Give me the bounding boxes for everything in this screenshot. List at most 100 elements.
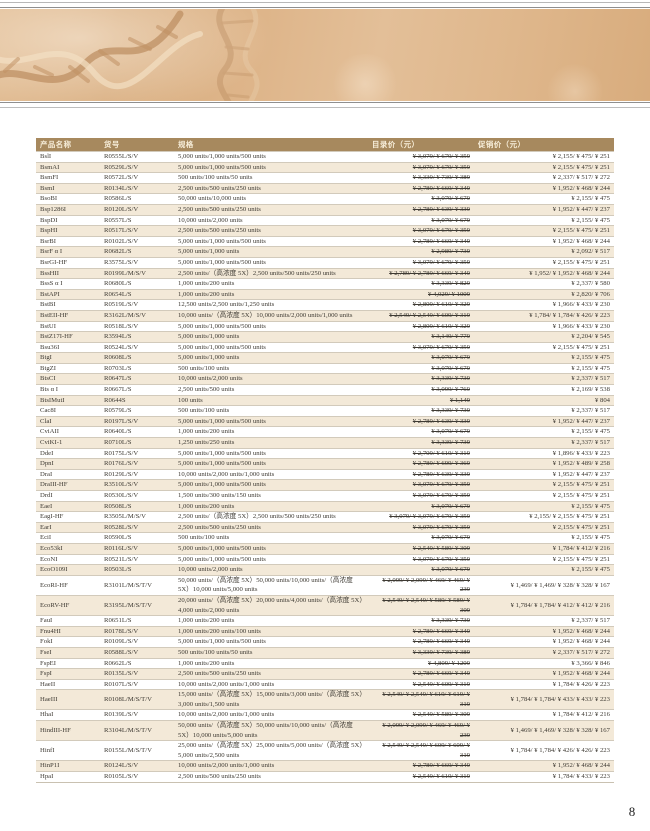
list-price-cell: ¥ 4,029/ ¥ 1009 <box>368 288 474 300</box>
header-catalog-number: 货号 <box>100 138 174 152</box>
product-name-cell: BstBI <box>36 299 100 311</box>
catalog-number-cell: R0199L/M/S/V <box>100 267 174 279</box>
catalog-number-cell: R0651L/S <box>100 615 174 627</box>
catalog-number-cell: R0135L/S/V <box>100 668 174 680</box>
list-price-cell: ¥ 3,079/ ¥ 679/ ¥ 359 <box>368 225 474 237</box>
spec-cell: 2,500 units/500 units/250 units <box>174 521 368 533</box>
price-list-section: 产品名称 货号 规格 目录价（元） 促销价（元） BslI R0555L/S/V 5… <box>36 138 614 783</box>
table-row: BsoBI R0586L/S 50,000 units/10,000 units ¥ … <box>36 193 614 205</box>
catalog-number-cell: R3594L/S <box>100 331 174 343</box>
promo-price-cell: ¥ 1,952/ ¥ 468/ ¥ 244 <box>474 235 614 247</box>
price-table-header: 产品名称 货号 规格 目录价（元） 促销价（元） <box>36 138 614 152</box>
catalog-number-cell: R0555L/S/V <box>100 151 174 163</box>
catalog-number-cell: R0586L/S <box>100 193 174 205</box>
product-name-cell: EcoNI <box>36 553 100 565</box>
header-spec: 规格 <box>174 138 368 152</box>
promo-price-cell: ¥ 2,155/ ¥ 475/ ¥ 251 <box>474 341 614 353</box>
promo-price-cell: ¥ 2,155/ ¥ 475/ ¥ 251 <box>474 256 614 269</box>
spec-cell: 5,000 units/1,000 units/500 units <box>174 320 368 332</box>
catalog-number-cell: R0107L/S/V <box>100 678 174 690</box>
table-row: BtgZI R0703L/S 500 units/100 units ¥ 3,079/… <box>36 362 614 374</box>
product-name-cell: HhaI <box>36 709 100 721</box>
catalog-number-cell: R0120L/S/V <box>100 203 174 216</box>
list-price-cell: ¥ 2,789/ ¥ 639/ ¥ 339 <box>368 203 474 216</box>
top-rule-outer <box>0 2 650 3</box>
product-name-cell: EagI-HF <box>36 511 100 523</box>
product-name-cell: ClaI <box>36 415 100 427</box>
product-name-cell: HaeIII <box>36 689 100 710</box>
product-name-cell: BssHII <box>36 267 100 279</box>
catalog-number-cell: R0710L/S <box>100 437 174 449</box>
list-price-cell: ¥ 2,789/ ¥ 669/ ¥ 349 <box>368 760 474 772</box>
list-price-cell: ¥ 2,789/ ¥ 2,789/ ¥ 669/ ¥ 349 <box>368 267 474 279</box>
promo-price-cell: ¥ 1,952/ ¥ 447/ ¥ 237 <box>474 415 614 427</box>
spec-cell: 5,000 units/1,000 units/500 units <box>174 542 368 555</box>
table-row: HinP1I R0124L/S/V 10,000 units/2,000 units… <box>36 760 614 772</box>
table-row: EcoRI-HF R3101L/M/S/T/V 50,000 units/（高浓度 … <box>36 574 614 596</box>
promo-price-cell: ¥ 1,952/ ¥ 468/ ¥ 244 <box>474 760 614 772</box>
spec-cell: 2,500 units/500 units/250 units <box>174 182 368 194</box>
product-name-cell: BstZ17I-HF <box>36 331 100 343</box>
list-price-cell: ¥ 1,149 <box>368 394 474 406</box>
list-price-cell: ¥ 3,079/ ¥ 679 <box>368 193 474 205</box>
catalog-number-cell: R0197L/S/V <box>100 415 174 427</box>
promo-price-cell: ¥ 2,820/ ¥ 706 <box>474 288 614 300</box>
list-price-cell: ¥ 2,789/ ¥ 669/ ¥ 349 <box>368 625 474 637</box>
catalog-number-cell: R0608L/S <box>100 352 174 364</box>
product-name-cell: BtgI <box>36 352 100 364</box>
list-price-cell: ¥ 2,549/ ¥ 589/ ¥ 309 <box>368 542 474 555</box>
product-name-cell: HindIII-HF <box>36 720 100 741</box>
list-price-cell: ¥ 3,079/ ¥ 679 <box>368 362 474 374</box>
table-row: BstUI R0518L/S/V 5,000 units/1,000 units/5… <box>36 320 614 332</box>
table-row: Fnu4HI R0178L/S/V 1,000 units/200 units/10… <box>36 625 614 637</box>
product-name-cell: BsoBI <box>36 193 100 205</box>
list-price-cell: ¥ 3,339/ ¥ 739 <box>368 405 474 417</box>
list-price-cell: ¥ 3,079/ ¥ 679/ ¥ 359 <box>368 521 474 533</box>
table-row: HinfI R0155L/M/S/T/V 25,000 units/（高浓度 5X）… <box>36 740 614 761</box>
spec-cell: 5,000 units/1,000 units/500 units <box>174 341 368 353</box>
catalog-number-cell: R3162L/M/S/V <box>100 309 174 321</box>
spec-cell: 10,000 units/2,000 units/1,000 units <box>174 760 368 772</box>
spec-cell: 5,000 units/1,000 units/500 units <box>174 458 368 470</box>
product-name-cell: HpaI <box>36 771 100 783</box>
list-price-cell: ¥ 2,099/ ¥ 2,099/ ¥ 469/ ¥ 469/ ¥ 239 <box>368 574 474 596</box>
list-price-cell: ¥ 2,789/ ¥ 699/ ¥ 369 <box>368 458 474 470</box>
product-name-cell: Bts α I <box>36 384 100 396</box>
product-name-cell: BtsIMutI <box>36 394 100 406</box>
product-name-cell: BsrGI-HF <box>36 256 100 269</box>
list-price-cell: ¥ 3,079/ ¥ 679 <box>368 214 474 226</box>
product-name-cell: BslI <box>36 151 100 163</box>
banner-bottom-rule-outer <box>0 107 650 108</box>
promo-price-cell: ¥ 2,155/ ¥ 475/ ¥ 251 <box>474 151 614 163</box>
product-name-cell: CviKI-1 <box>36 437 100 449</box>
spec-cell: 2,500 units/（高浓度 5X）2,500 units/500 unit… <box>174 267 368 279</box>
banner-bottom-rule-inner <box>0 102 650 103</box>
catalog-number-cell: R0175L/S/V <box>100 447 174 459</box>
catalog-number-cell: R0682L/S <box>100 246 174 258</box>
catalog-number-cell: R0654L/S <box>100 288 174 300</box>
product-name-cell: BspDI <box>36 214 100 226</box>
table-row: DdeI R0175L/S/V 5,000 units/1,000 units/50… <box>36 447 614 459</box>
price-table: 产品名称 货号 规格 目录价（元） 促销价（元） BslI R0555L/S/V 5… <box>36 138 614 783</box>
catalog-number-cell: R0176L/S/V <box>100 458 174 470</box>
list-price-cell: ¥ 3,079/ ¥ 3,079/ ¥ 679/ ¥ 359 <box>368 511 474 523</box>
spec-cell: 12,500 units/2,500 units/1,250 units <box>174 299 368 311</box>
catalog-number-cell: R0109L/S/V <box>100 636 174 648</box>
spec-cell: 5,000 units/1,000 units <box>174 246 368 258</box>
product-name-cell: Bsu36I <box>36 341 100 353</box>
table-row: Bts α I R0667L/S 2,500 units/500 units ¥ 3,… <box>36 384 614 396</box>
list-price-cell: ¥ 3,079/ ¥ 679/ ¥ 359 <box>368 256 474 269</box>
spec-cell: 2,500 units/500 units/250 units <box>174 771 368 783</box>
banner-bokeh-spot <box>330 54 400 101</box>
table-row: DraI R0129L/S/V 10,000 units/2,000 units/1… <box>36 468 614 480</box>
table-row: BssS α I R0680L/S 1,000 units/200 units ¥ 3… <box>36 278 614 290</box>
catalog-number-cell: R0640L/S <box>100 426 174 438</box>
spec-cell: 5,000 units/1,000 units/500 units <box>174 479 368 491</box>
promo-price-cell: ¥ 1,784/ ¥ 1,784/ ¥ 426/ ¥ 426/ ¥ 223 <box>474 740 614 761</box>
list-price-cell: ¥ 2,789/ ¥ 669/ ¥ 349 <box>368 182 474 194</box>
table-row: BsrGI-HF R3575L/S/V 5,000 units/1,000 unit… <box>36 256 614 269</box>
product-name-cell: FauI <box>36 615 100 627</box>
promo-price-cell: ¥ 804 <box>474 394 614 406</box>
promo-price-cell: ¥ 2,155/ ¥ 475 <box>474 362 614 374</box>
promo-price-cell: ¥ 2,204/ ¥ 545 <box>474 331 614 343</box>
